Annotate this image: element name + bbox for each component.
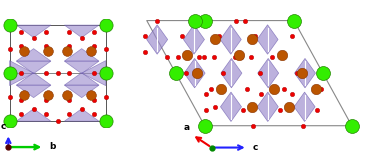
Polygon shape <box>64 109 99 121</box>
Polygon shape <box>184 58 205 88</box>
Polygon shape <box>257 25 278 54</box>
Text: b: b <box>49 142 56 151</box>
Polygon shape <box>258 58 279 88</box>
Polygon shape <box>147 25 168 54</box>
Polygon shape <box>220 92 242 121</box>
Polygon shape <box>16 109 51 121</box>
Polygon shape <box>9 61 34 86</box>
Polygon shape <box>64 25 99 38</box>
Polygon shape <box>64 61 99 74</box>
Polygon shape <box>294 58 316 88</box>
Polygon shape <box>16 73 51 85</box>
Polygon shape <box>221 58 242 88</box>
Polygon shape <box>64 85 99 98</box>
Polygon shape <box>257 92 278 121</box>
Polygon shape <box>16 85 51 98</box>
Polygon shape <box>183 25 204 54</box>
Polygon shape <box>64 49 99 61</box>
Polygon shape <box>16 61 51 74</box>
Text: c: c <box>1 122 6 131</box>
Polygon shape <box>220 25 241 54</box>
Polygon shape <box>16 25 51 38</box>
Text: c: c <box>253 143 258 152</box>
Polygon shape <box>294 92 315 121</box>
Polygon shape <box>64 73 99 85</box>
Polygon shape <box>16 49 51 61</box>
Polygon shape <box>82 61 106 86</box>
Text: a: a <box>184 123 190 132</box>
